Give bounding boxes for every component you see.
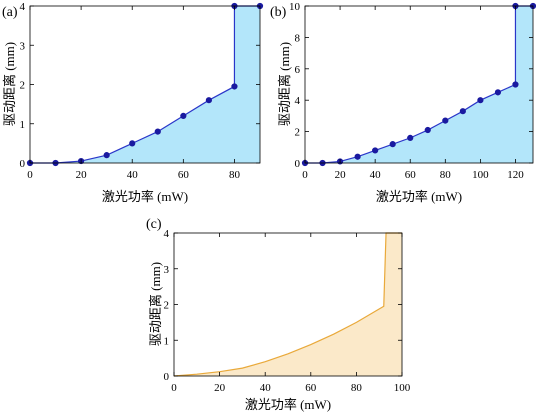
panel-a: 0 20 40 60 80 0 1 2 3 4 激光功率 (mW) 驱动距离 (mm) (a) (2, 1, 264, 204)
x-axis-title: 激光功率 (mW) (245, 397, 331, 412)
y-tick-label: 0 (164, 371, 170, 383)
x-tick-label: 20 (335, 169, 347, 181)
data-point (205, 97, 212, 104)
panel-b: 0 20 40 60 80 100 120 0 2 4 6 8 10 激光功率 (mW) 驱动距离 (mm)… (270, 1, 536, 204)
series-line (173, 232, 402, 377)
data-point (424, 126, 431, 134)
y-tick-label: 3 (164, 264, 170, 276)
y-tick-label: 4 (295, 95, 301, 107)
x-tick-label: 60 (305, 382, 317, 394)
x-axis-title: 激光功率 (mW) (376, 189, 462, 204)
panel-c: 0 20 40 60 80 100 0 1 2 3 4 激光功率 (mW) 驱动距离 (mm) (c) (146, 217, 411, 412)
x-tick-label: 80 (440, 169, 452, 181)
area-fill (30, 6, 260, 163)
x-axis-title: 激光功率 (mW) (102, 189, 188, 204)
x-tick-label: 100 (472, 169, 489, 181)
x-tick-label: 80 (351, 382, 363, 394)
axes-box (304, 5, 534, 164)
y-tick-label: 3 (20, 40, 26, 52)
data-point (494, 89, 502, 96)
y-tick-label: 4 (20, 1, 26, 13)
y-tick-label: 2 (164, 300, 170, 312)
y-tick-label: 1 (164, 335, 170, 347)
panel-label: (b) (270, 5, 287, 20)
data-point (389, 141, 396, 148)
x-tick-label: 60 (405, 169, 417, 181)
data-point (154, 128, 161, 135)
y-tick-label: 10 (289, 1, 301, 13)
panel-label: (a) (2, 5, 18, 20)
x-tick-label: 0 (302, 169, 308, 181)
data-point (103, 152, 110, 159)
x-tick-label: 120 (507, 169, 524, 181)
x-tick-label: 40 (127, 169, 139, 181)
x-tick-label: 40 (260, 382, 272, 394)
y-tick-label: 2 (295, 127, 301, 139)
y-axis-title: 驱动距离 (mm) (148, 262, 163, 346)
x-tick-label: 100 (394, 382, 411, 394)
x-tick-label: 0 (171, 382, 177, 394)
area-fill (305, 6, 533, 163)
data-point (512, 81, 519, 88)
panel-label: (c) (146, 217, 162, 232)
x-tick-label: 80 (229, 169, 241, 181)
x-tick-label: 60 (178, 169, 190, 181)
data-point (354, 153, 361, 160)
x-tick-label: 20 (214, 382, 226, 394)
y-tick-label: 0 (20, 158, 26, 170)
y-axis-title: 驱动距离 (mm) (2, 42, 17, 126)
data-point (231, 83, 238, 90)
data-point (407, 134, 414, 141)
area-fill (174, 233, 402, 376)
y-axis-title: 驱动距离 (mm) (277, 42, 292, 126)
y-tick-label: 1 (20, 119, 26, 131)
y-tick-label: 2 (20, 80, 26, 92)
y-tick-label: 6 (295, 64, 301, 76)
data-point (459, 108, 466, 115)
x-tick-label: 0 (27, 169, 33, 181)
data-point (442, 117, 449, 124)
y-tick-label: 4 (164, 228, 170, 240)
x-tick-label: 40 (370, 169, 382, 181)
data-point (180, 112, 187, 120)
data-point (372, 147, 379, 154)
y-tick-label: 0 (295, 158, 301, 170)
x-tick-label: 20 (76, 169, 88, 181)
data-point (129, 140, 136, 147)
data-point (477, 97, 484, 104)
y-tick-label: 8 (295, 32, 301, 44)
